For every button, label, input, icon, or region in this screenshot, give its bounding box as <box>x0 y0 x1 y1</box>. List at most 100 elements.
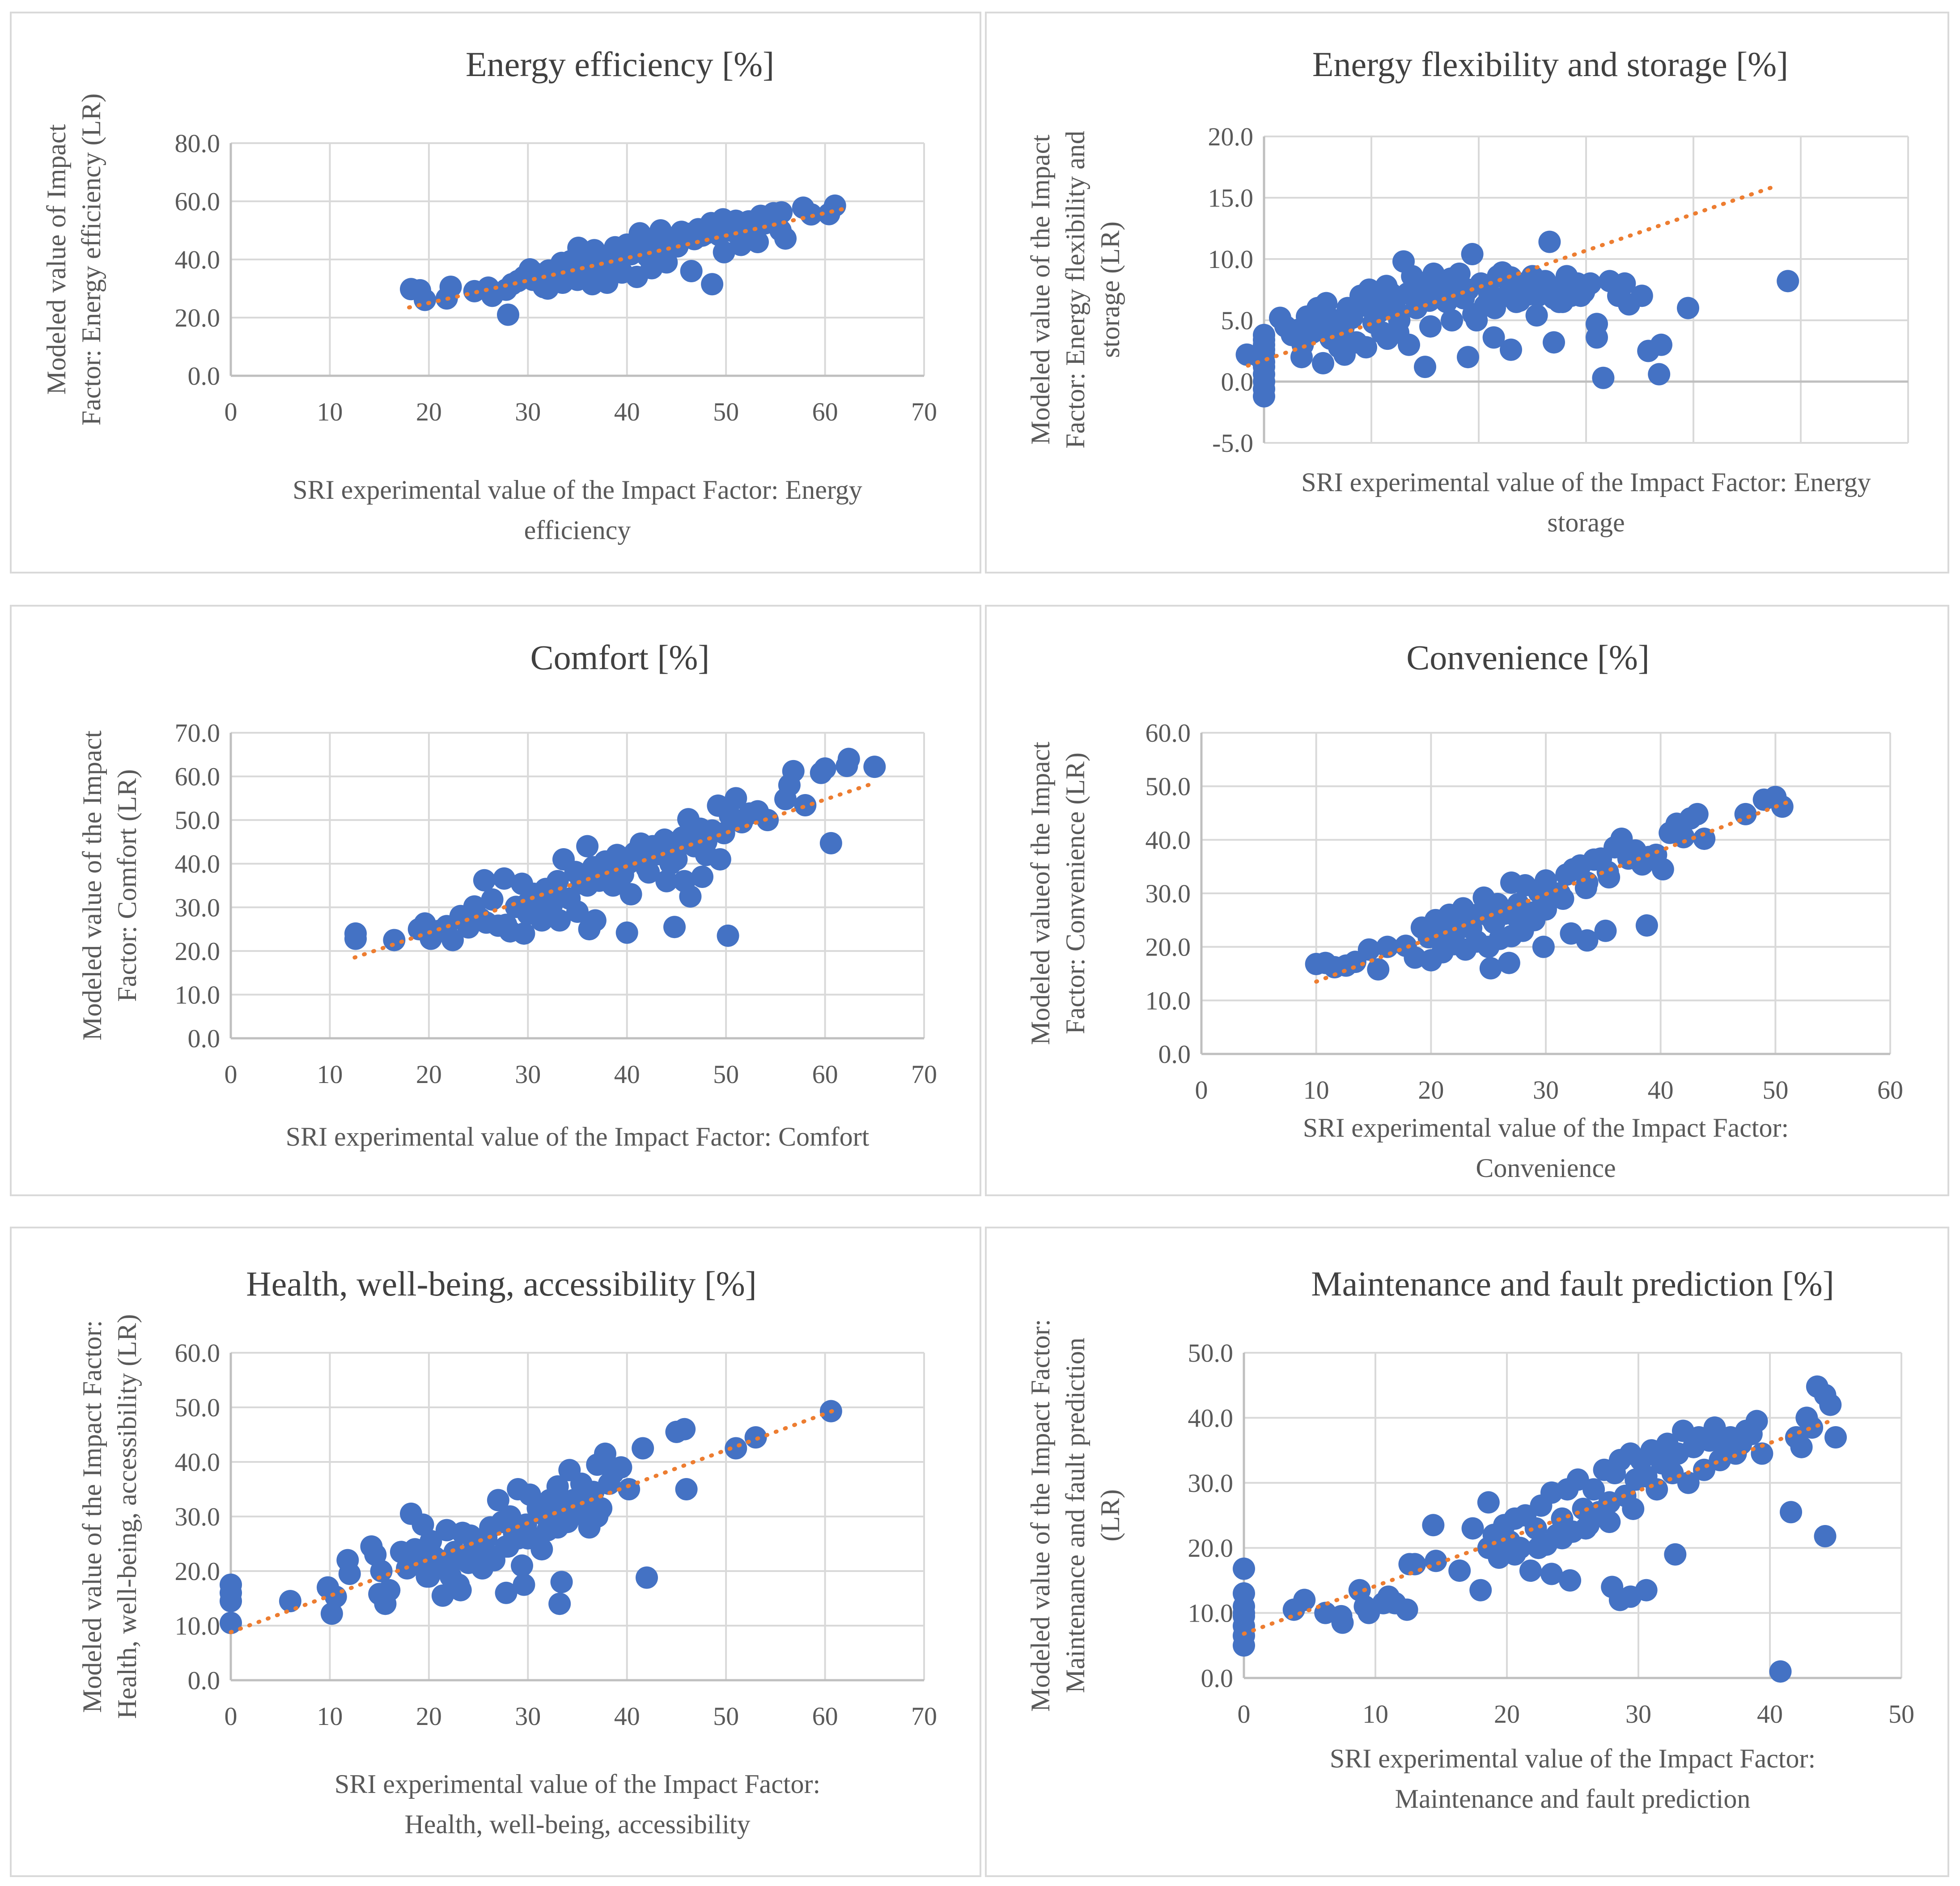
data-point <box>606 865 628 888</box>
x-tick-label: 50 <box>1762 1075 1788 1104</box>
data-point <box>663 916 686 939</box>
chart-panel-health-well-being-accessibility: Health, well-being, accessibility [%] 0.0… <box>10 1227 981 1877</box>
data-point <box>1651 858 1674 881</box>
trendline <box>352 781 877 960</box>
data-point <box>1548 290 1570 313</box>
data-point <box>1630 285 1653 307</box>
chart-panel-maintenance-fault-prediction: Maintenance and fault prediction [%] 0.0 1… <box>985 1227 1949 1877</box>
x-tick-label: 50 <box>713 1060 739 1089</box>
data-point <box>1358 1601 1380 1624</box>
data-point <box>414 289 436 311</box>
y-axis-title-line: Modeled value of the Impact <box>77 731 107 1041</box>
data-point <box>1532 935 1555 958</box>
x-tick-label: 40 <box>1648 1075 1674 1104</box>
chart-convenience: Convenience [%] 0.0 10.0 20.0 30.0 40.0 50.0 60… <box>1026 638 1903 1183</box>
data-point <box>1672 826 1695 849</box>
trendline <box>407 206 847 310</box>
data-point <box>511 1554 533 1577</box>
y-axis-title-line: Maintenance and fault prediction <box>1061 1338 1090 1693</box>
data-point <box>513 1573 535 1596</box>
data-point <box>497 303 519 326</box>
y-tick-label: 50.0 <box>175 806 221 835</box>
data-point <box>439 276 462 298</box>
data-point <box>1745 1410 1768 1432</box>
data-point <box>1527 1537 1550 1559</box>
data-point <box>550 1571 573 1593</box>
x-tick-label: 0 <box>1238 1699 1251 1729</box>
y-tick-label: 30.0 <box>175 893 221 922</box>
data-point <box>1780 1501 1803 1524</box>
x-axis-title-line: SRI experimental value of the Impact Fac… <box>286 1122 870 1151</box>
y-tick-label: 40.0 <box>175 1448 221 1477</box>
data-point <box>370 1560 393 1582</box>
y-tick-label: 10.0 <box>1188 1599 1234 1628</box>
chart-energy-flexibility-storage: Energy flexibility and storage [%] -5.0 0.… <box>1026 45 1909 537</box>
data-point <box>220 1573 242 1596</box>
x-tick-label: 40 <box>614 397 640 426</box>
y-tick-label: 40.0 <box>1145 825 1191 854</box>
x-axis-title: SRI experimental value of the Impact Fac… <box>1303 1113 1789 1183</box>
y-tick-label: 10.0 <box>1145 986 1191 1015</box>
x-axis-title: SRI experimental value of the Impact Fac… <box>286 1122 870 1151</box>
data-point <box>1552 887 1574 910</box>
data-point <box>449 1579 472 1601</box>
data-points <box>1305 786 1794 981</box>
data-point <box>594 1442 616 1465</box>
data-point <box>1376 935 1399 958</box>
data-point <box>1635 914 1658 937</box>
data-point <box>675 1478 698 1500</box>
data-point <box>769 219 792 242</box>
data-points <box>400 194 846 326</box>
data-point <box>513 922 535 945</box>
data-point <box>338 1563 361 1585</box>
chart-title: Energy efficiency [%] <box>466 45 774 84</box>
data-point <box>1469 1579 1492 1601</box>
y-tick-label: 60.0 <box>175 762 221 791</box>
data-point <box>530 909 553 932</box>
y-axis-title: Modeled value of the Impact Factor: Energ… <box>1026 131 1125 448</box>
x-tick-label: 50 <box>1888 1699 1914 1729</box>
x-axis-title: SRI experimental value of the Impact Fac… <box>335 1769 820 1839</box>
data-point <box>747 231 769 253</box>
data-point <box>691 865 713 888</box>
data-point <box>632 1437 654 1460</box>
data-point <box>1598 1511 1621 1533</box>
data-point <box>665 848 688 871</box>
x-tick-label: 40 <box>614 1060 640 1089</box>
data-point <box>1425 1550 1447 1572</box>
data-point <box>1814 1525 1837 1548</box>
data-point <box>636 1566 658 1589</box>
x-tick-label: 40 <box>1757 1699 1783 1729</box>
y-tick-label: 60.0 <box>175 187 221 216</box>
x-tick-label: 10 <box>317 1702 343 1731</box>
y-tick-label: 15.0 <box>1208 183 1254 212</box>
x-tick-label: 50 <box>713 397 739 426</box>
data-point <box>1460 917 1483 939</box>
data-point <box>1505 290 1527 313</box>
data-point <box>1312 352 1334 374</box>
x-axis-title-line: SRI experimental value of the Impact Fac… <box>293 475 862 505</box>
y-axis-title-line: Factor: Convenience (LR) <box>1061 752 1090 1034</box>
data-point <box>695 844 717 867</box>
data-point <box>473 869 496 892</box>
y-axis-title: Modeled value of Impact Factor: Energy ef… <box>42 93 106 426</box>
x-tick-label: 60 <box>812 1702 838 1731</box>
data-point <box>1519 1559 1542 1582</box>
data-point <box>1479 957 1502 980</box>
x-tick-label: 10 <box>317 397 343 426</box>
y-tick-label: 70.0 <box>175 718 221 748</box>
data-point <box>507 1527 530 1550</box>
trendline <box>1242 1417 1838 1636</box>
x-tick-label: 70 <box>911 397 937 426</box>
data-point <box>1576 929 1599 952</box>
y-axis-title-line: Factor: Energy flexibility and <box>1061 131 1090 448</box>
x-axis-title-line: efficiency <box>524 515 631 545</box>
y-tick-label: 0.0 <box>1158 1040 1191 1069</box>
data-point <box>1734 803 1757 825</box>
data-point <box>1686 803 1709 825</box>
data-point <box>1315 292 1338 314</box>
data-point <box>717 924 739 947</box>
data-point <box>1384 1592 1407 1614</box>
data-point <box>1414 356 1436 378</box>
x-tick-label: 0 <box>1195 1075 1208 1104</box>
